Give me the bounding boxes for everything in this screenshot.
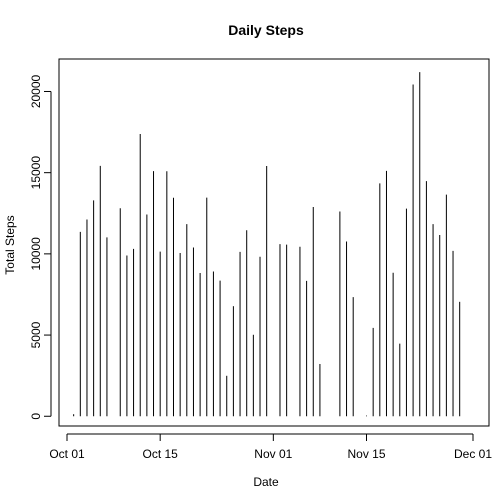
x-tick-label: Nov 15 [347,447,385,461]
y-tick-label: 15000 [29,156,43,190]
y-axis-label: Total Steps [3,215,17,274]
x-tick-label: Nov 01 [254,447,292,461]
chart-title: Daily Steps [228,22,304,38]
x-axis: Oct 01 Oct 15 Nov 01 Nov 15 Dec 01 [49,433,492,461]
bar-series [73,72,461,417]
y-tick-label: 10000 [29,237,43,271]
y-tick-label: 0 [29,413,43,420]
y-tick-label: 5000 [29,321,43,348]
x-tick-label: Dec 01 [454,447,492,461]
x-tick-label: Oct 01 [49,447,85,461]
x-axis-label: Date [253,475,279,489]
x-tick-label: Oct 15 [143,447,179,461]
y-axis: 0 5000 10000 15000 20000 [29,74,52,420]
y-tick-label: 20000 [29,74,43,108]
plot-frame [58,58,490,427]
